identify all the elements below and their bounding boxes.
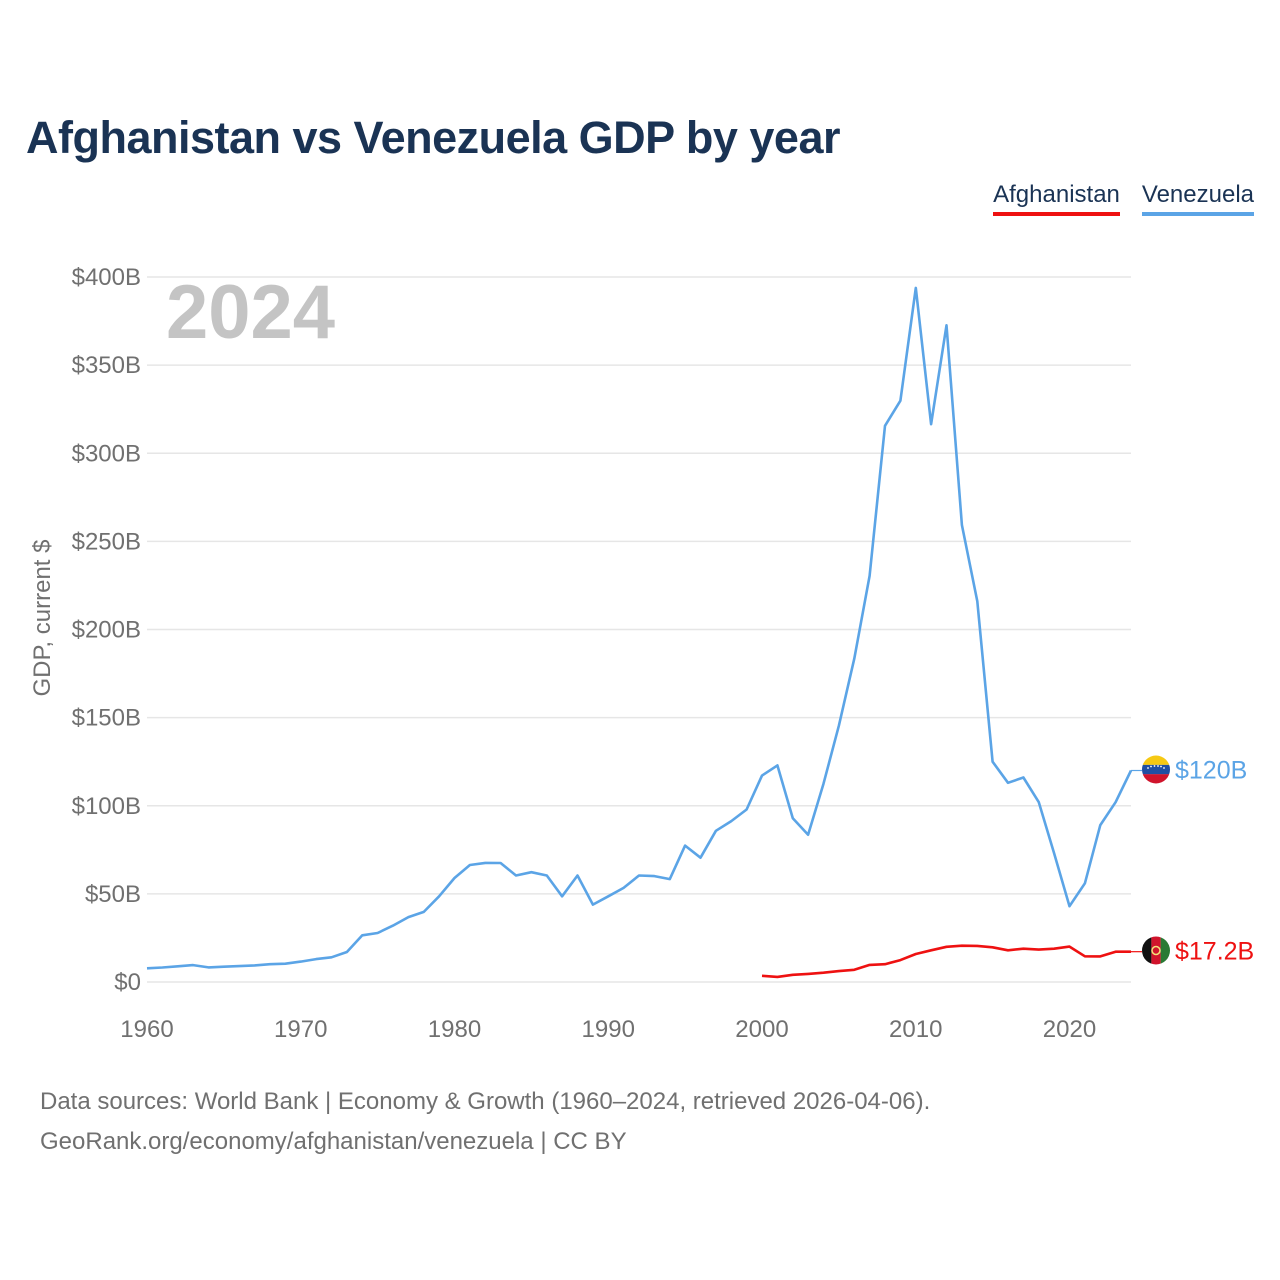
series-line-afghanistan xyxy=(761,944,1131,979)
y-tick-label: $150B xyxy=(72,705,141,732)
end-label-venezuela: $120B xyxy=(1175,757,1247,785)
y-tick-label: $50B xyxy=(85,881,141,908)
y-tick-label: $200B xyxy=(72,617,141,644)
y-tick-label: $400B xyxy=(72,264,141,291)
series-line-venezuela xyxy=(146,286,1133,970)
legend-item-afghanistan[interactable]: Afghanistan xyxy=(993,181,1120,216)
x-tick-label: 1970 xyxy=(274,1016,327,1043)
x-tick-label: 1960 xyxy=(120,1016,173,1043)
footer-line-1: Data sources: World Bank | Economy & Gro… xyxy=(40,1088,931,1115)
afghanistan-flag-icon xyxy=(1142,936,1170,965)
y-tick-label: $250B xyxy=(72,528,141,555)
y-axis-ticks: $0 $50B $100B $150B $200B $250B $300B $350B $400… xyxy=(72,264,141,996)
year-watermark: 2024 xyxy=(166,270,335,355)
y-tick-label: $100B xyxy=(72,793,141,820)
footer-line-2: GeoRank.org/economy/afghanistan/venezuel… xyxy=(40,1128,627,1155)
end-labels: $17.2B $120B xyxy=(1131,757,1254,966)
legend-item-venezuela[interactable]: Venezuela xyxy=(1141,181,1254,216)
x-tick-label: 2020 xyxy=(1043,1016,1096,1043)
y-tick-label: $350B xyxy=(72,352,141,379)
series-lines xyxy=(146,286,1133,979)
x-tick-label: 1990 xyxy=(582,1016,635,1043)
end-label-afghanistan: $17.2B xyxy=(1175,938,1254,966)
chart-title: Afghanistan vs Venezuela GDP by year xyxy=(26,112,841,163)
x-axis-ticks: 1960 1970 1980 1990 2000 2010 2020 xyxy=(120,1016,1096,1043)
y-tick-label: $0 xyxy=(114,969,141,996)
legend: Afghanistan Venezuela xyxy=(993,181,1254,216)
venezuela-flag-icon xyxy=(1142,755,1170,784)
gridlines xyxy=(147,276,1131,983)
y-tick-label: $300B xyxy=(72,440,141,467)
x-tick-label: 1980 xyxy=(428,1016,481,1043)
y-axis-label: GDP, current $ xyxy=(29,540,56,697)
x-tick-label: 2000 xyxy=(735,1016,788,1043)
x-tick-label: 2010 xyxy=(889,1016,942,1043)
footer-source: Data sources: World Bank | Economy & Gro… xyxy=(40,1082,930,1162)
